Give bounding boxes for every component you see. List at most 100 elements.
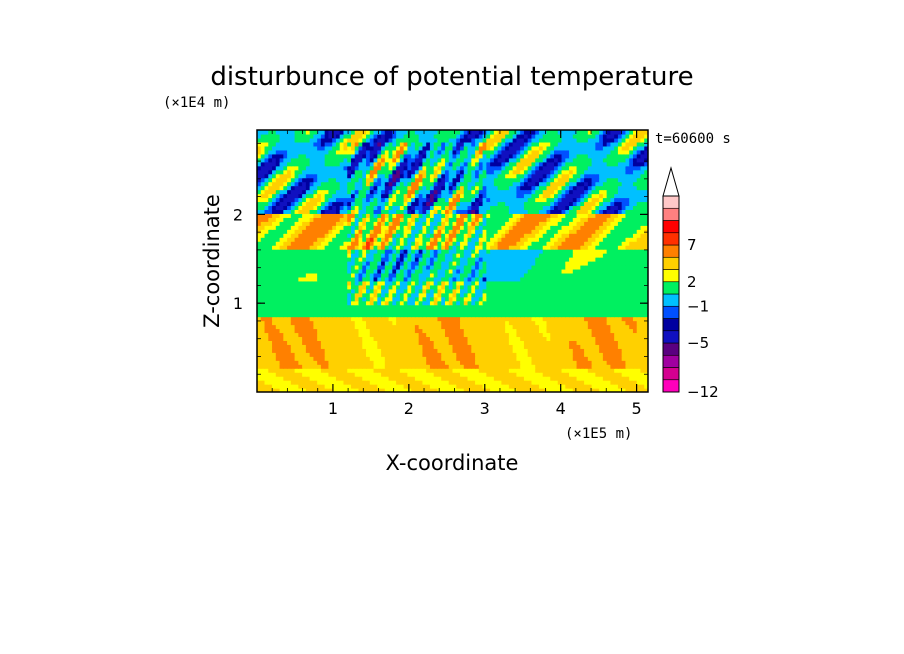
field-cell bbox=[505, 280, 510, 286]
field-cell bbox=[538, 336, 544, 341]
field-cell bbox=[478, 217, 484, 222]
field-cell bbox=[602, 300, 608, 306]
field-cell bbox=[463, 253, 469, 258]
field-cell bbox=[644, 221, 648, 226]
field-cell bbox=[426, 233, 431, 238]
field-cell bbox=[527, 209, 533, 214]
field-cell bbox=[272, 384, 277, 389]
field-cell bbox=[347, 225, 352, 230]
field-cell bbox=[437, 221, 442, 226]
field-cell bbox=[283, 276, 288, 282]
field-cell bbox=[610, 253, 615, 258]
field-cell bbox=[407, 221, 412, 226]
field-cell bbox=[587, 233, 593, 238]
field-cell bbox=[546, 201, 551, 207]
field-cell bbox=[418, 312, 424, 318]
field-cell bbox=[606, 376, 612, 381]
field-cell bbox=[535, 201, 540, 207]
field-cell bbox=[501, 360, 506, 365]
field-cell bbox=[448, 372, 454, 377]
field-cell bbox=[523, 300, 529, 306]
field-cell bbox=[354, 340, 360, 345]
field-cell bbox=[557, 320, 563, 326]
field-cell bbox=[309, 217, 314, 222]
field-cell bbox=[621, 316, 627, 322]
field-cell bbox=[313, 320, 318, 326]
field-cell bbox=[460, 284, 465, 290]
field-cell bbox=[448, 320, 454, 326]
field-cell bbox=[606, 324, 612, 330]
field-cell bbox=[632, 368, 638, 373]
field-cell bbox=[452, 284, 457, 290]
field-cell bbox=[264, 257, 269, 262]
field-cell bbox=[614, 229, 619, 234]
field-cell bbox=[388, 261, 393, 266]
field-cell bbox=[460, 308, 465, 314]
field-cell bbox=[523, 328, 529, 334]
field-cell bbox=[456, 253, 461, 258]
field-cell bbox=[388, 328, 393, 334]
field-cell bbox=[407, 280, 412, 286]
field-cell bbox=[294, 340, 299, 345]
field-cell bbox=[290, 336, 296, 341]
field-cell bbox=[294, 352, 299, 357]
field-cell bbox=[411, 213, 416, 218]
field-cell bbox=[456, 352, 461, 357]
field-cell bbox=[561, 201, 566, 207]
field-cell bbox=[260, 312, 266, 318]
field-cell bbox=[287, 237, 292, 242]
field-cell bbox=[520, 261, 525, 266]
field-cell bbox=[640, 384, 645, 389]
field-cell bbox=[290, 384, 296, 389]
field-cell bbox=[527, 376, 533, 381]
field-cell bbox=[335, 376, 341, 381]
field-cell bbox=[339, 205, 345, 210]
field-cell bbox=[516, 268, 521, 274]
field-cell bbox=[350, 261, 356, 266]
field-cell bbox=[294, 312, 299, 318]
field-cell bbox=[535, 292, 540, 298]
field-cell bbox=[429, 292, 435, 298]
field-cell bbox=[279, 336, 284, 341]
field-cell bbox=[632, 352, 638, 357]
field-cell bbox=[388, 360, 393, 365]
field-cell bbox=[463, 364, 469, 369]
field-cell bbox=[381, 356, 386, 361]
field-cell bbox=[629, 300, 634, 306]
field-cell bbox=[523, 268, 529, 274]
field-cell bbox=[632, 233, 638, 238]
field-cell bbox=[561, 380, 566, 385]
field-cell bbox=[275, 336, 281, 341]
field-cell bbox=[475, 336, 480, 341]
field-cell bbox=[591, 245, 596, 250]
field-cell bbox=[606, 221, 612, 226]
field-cell bbox=[497, 257, 502, 262]
field-cell bbox=[275, 217, 281, 222]
field-cell bbox=[335, 304, 341, 310]
field-cell bbox=[366, 237, 371, 242]
field-cell bbox=[275, 344, 281, 349]
field-cell bbox=[557, 384, 563, 389]
field-cell bbox=[392, 229, 397, 234]
field-cell bbox=[561, 384, 566, 389]
field-cell bbox=[396, 201, 401, 207]
field-cell bbox=[403, 221, 408, 226]
field-cell bbox=[264, 237, 269, 242]
field-cell bbox=[399, 292, 405, 298]
field-cell bbox=[347, 364, 352, 369]
field-cell bbox=[576, 245, 581, 250]
field-cell bbox=[350, 376, 356, 381]
field-cell bbox=[260, 284, 266, 290]
field-cell bbox=[290, 380, 296, 385]
field-cell bbox=[606, 245, 612, 250]
field-cell bbox=[501, 201, 506, 207]
field-cell bbox=[580, 233, 585, 238]
field-cell bbox=[272, 320, 277, 326]
field-cell bbox=[508, 225, 514, 230]
field-cell bbox=[388, 288, 393, 294]
field-cell bbox=[595, 249, 600, 254]
field-cell bbox=[343, 205, 348, 210]
field-cell bbox=[625, 276, 630, 282]
field-cell bbox=[490, 233, 495, 238]
field-cell bbox=[505, 264, 510, 270]
